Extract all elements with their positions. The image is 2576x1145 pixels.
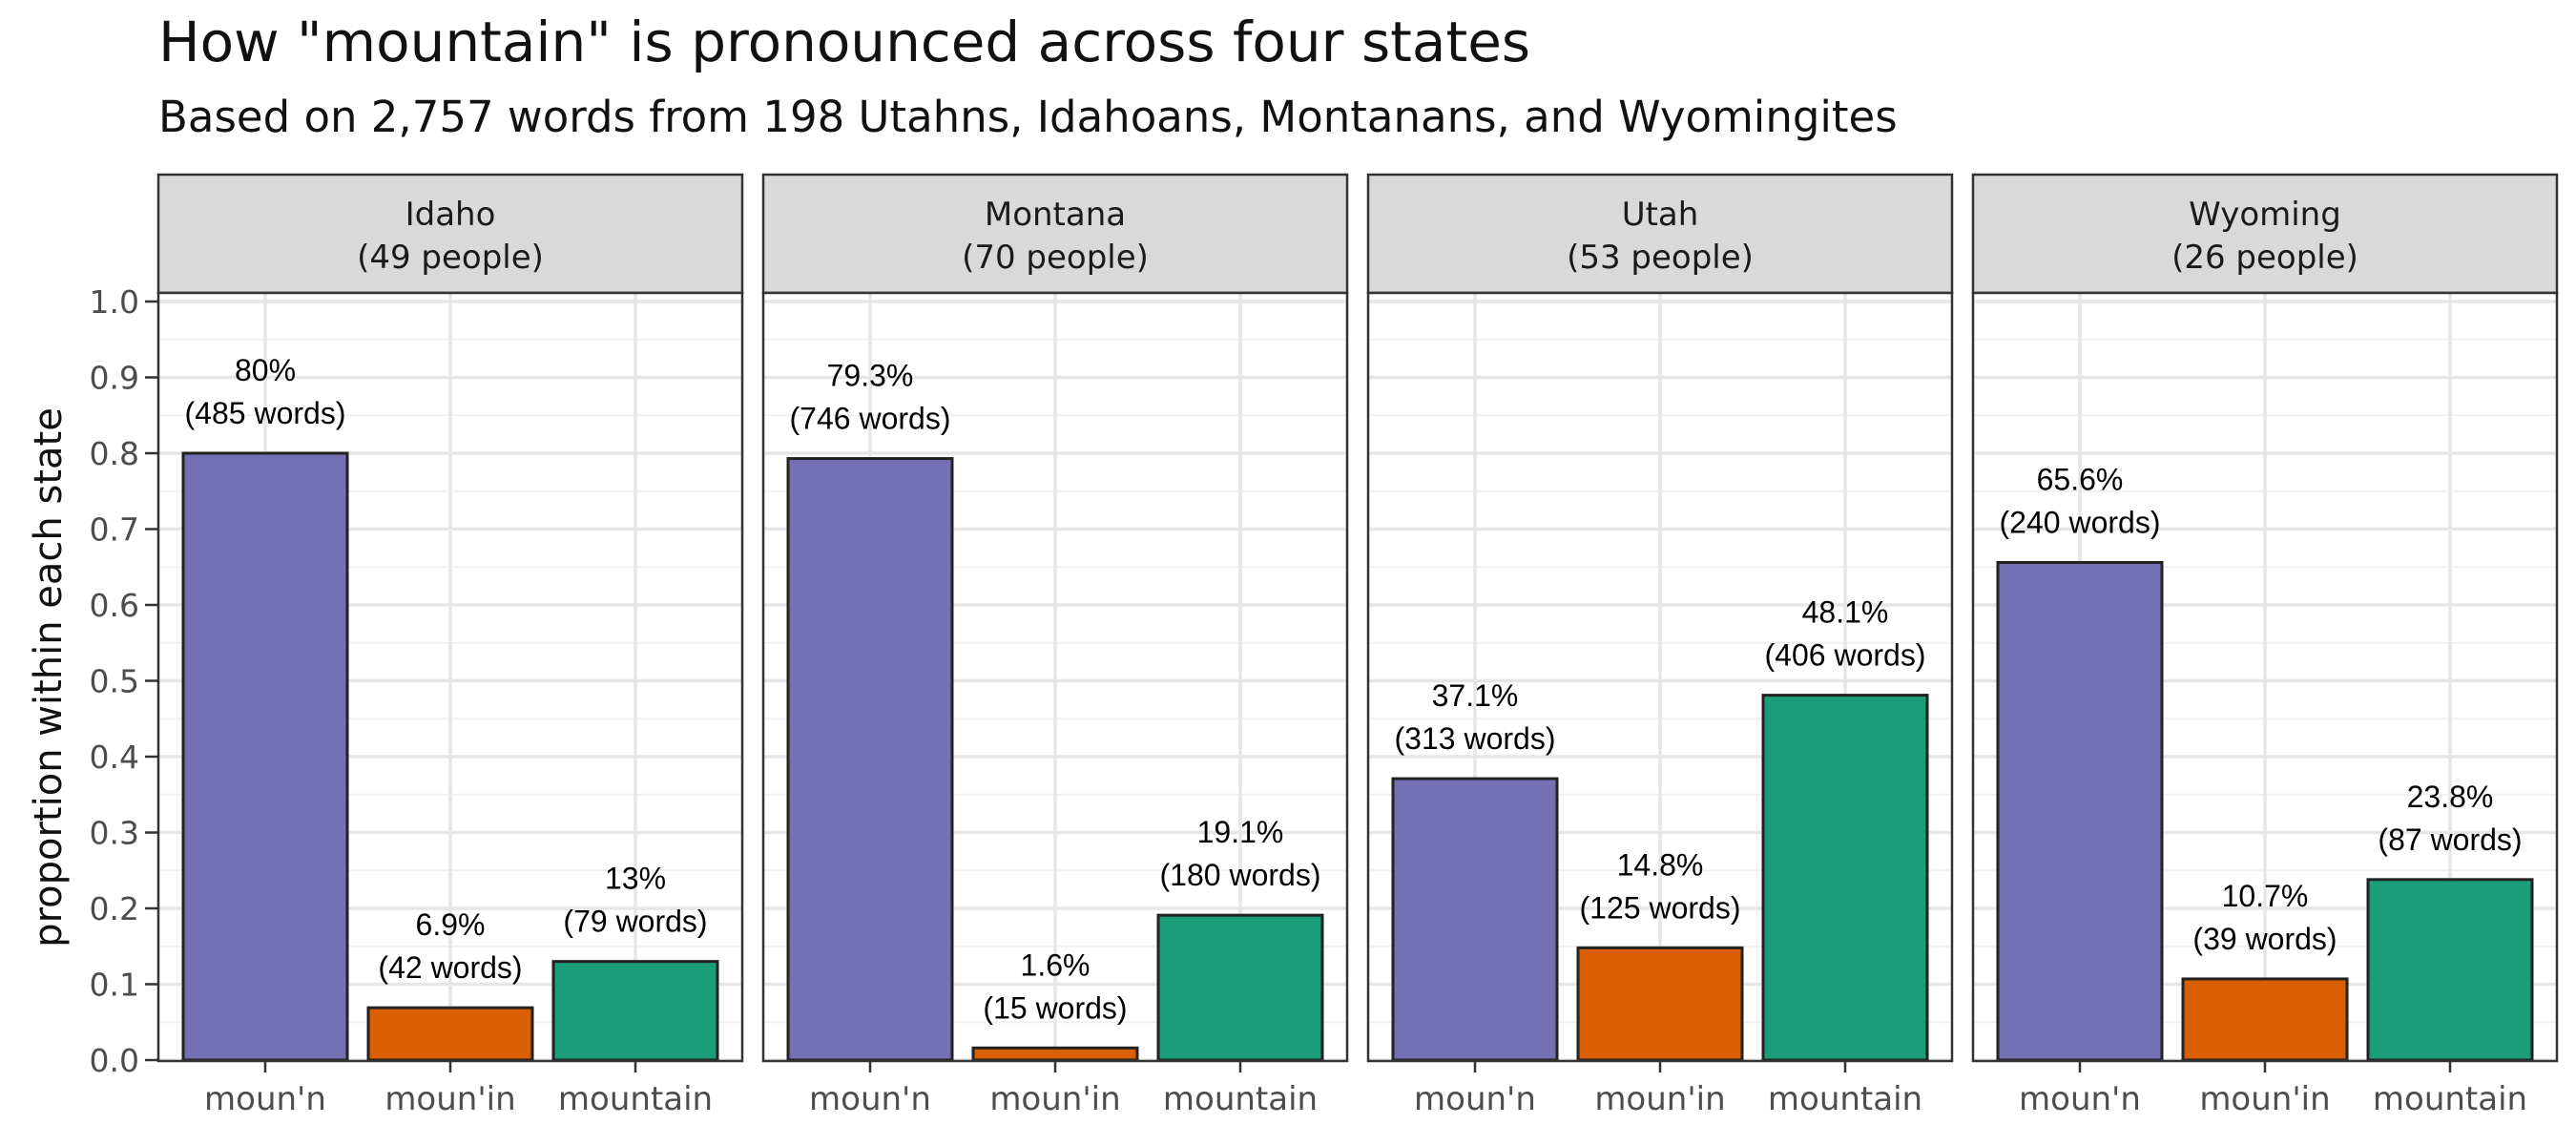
facet-strip — [156, 173, 744, 295]
facet-title: Montana — [985, 196, 1126, 234]
x-tick-label: moun'in — [384, 1080, 515, 1118]
bar — [1576, 946, 1744, 1062]
x-tick-label: moun'n — [2019, 1080, 2141, 1118]
bar-count-label: (79 words) — [563, 905, 707, 939]
panel-border — [1366, 291, 1954, 1063]
y-tick-label: 0.2 — [90, 890, 139, 927]
bar-count-label: (15 words) — [983, 990, 1127, 1025]
bar-percent-label: 1.6% — [1021, 947, 1091, 982]
bar — [551, 960, 719, 1062]
bar — [1996, 560, 2164, 1062]
bar-percent-label: 48.1% — [1802, 595, 1889, 630]
x-tick-label: moun'in — [1594, 1080, 1725, 1118]
bar-percent-label: 19.1% — [1197, 815, 1284, 849]
chart-subtitle: Based on 2,757 words from 198 Utahns, Id… — [158, 92, 1898, 142]
x-tick-label: mountain — [2373, 1080, 2527, 1118]
bar — [971, 1046, 1139, 1062]
bar-count-label: (42 words) — [378, 950, 522, 985]
bar-count-label: (406 words) — [1765, 638, 1926, 673]
bar-count-label: (87 words) — [2378, 822, 2522, 857]
facet-strip — [1971, 173, 2559, 295]
bar-percent-label: 6.9% — [416, 907, 486, 942]
bar-count-label: (39 words) — [2192, 922, 2337, 956]
bar-count-label: (240 words) — [2000, 505, 2161, 539]
bar-percent-label: 37.1% — [1432, 678, 1519, 713]
bar-percent-label: 80% — [235, 353, 296, 387]
bar — [2366, 878, 2534, 1062]
x-tick-label: moun'n — [809, 1080, 931, 1118]
facet-subtitle: (70 people) — [962, 239, 1149, 277]
x-tick-label: moun'in — [2199, 1080, 2330, 1118]
bar-percent-label: 14.8% — [1617, 847, 1704, 882]
y-tick-label: 1.0 — [90, 283, 139, 321]
y-tick-label: 0.3 — [90, 815, 139, 852]
chart-title: How "mountain" is pronounced across four… — [158, 10, 1531, 74]
y-tick-label: 0.1 — [90, 967, 139, 1004]
y-tick-label: 0.6 — [90, 587, 139, 624]
facet-strip — [761, 173, 1349, 295]
panel-border — [156, 291, 744, 1063]
y-tick-label: 0.4 — [90, 739, 139, 776]
y-tick-label: 0.5 — [90, 663, 139, 700]
facet-subtitle: (49 people) — [357, 239, 544, 277]
bar-count-label: (125 words) — [1580, 890, 1741, 925]
x-tick-label: mountain — [1163, 1080, 1318, 1118]
panel-border — [761, 291, 1349, 1063]
facet-subtitle: (26 people) — [2171, 239, 2358, 277]
bar-percent-label: 13% — [605, 862, 666, 896]
y-tick-label: 0.7 — [90, 511, 139, 549]
facet-title: Wyoming — [2189, 196, 2341, 234]
facet-title: Utah — [1622, 196, 1699, 234]
y-tick-label: 0.8 — [90, 435, 139, 472]
x-tick-label: moun'in — [989, 1080, 1120, 1118]
bar — [2181, 977, 2349, 1062]
bar-count-label: (485 words) — [185, 396, 346, 430]
bar-count-label: (746 words) — [790, 402, 951, 436]
bar-percent-label: 23.8% — [2407, 780, 2494, 814]
bar-count-label: (313 words) — [1395, 721, 1556, 756]
bar — [1761, 694, 1929, 1062]
y-axis-label: proportion within each state — [27, 407, 71, 947]
x-tick-label: moun'n — [204, 1080, 326, 1118]
x-tick-label: mountain — [1768, 1080, 1922, 1118]
facet-subtitle: (53 people) — [1567, 239, 1754, 277]
facet-title: Idaho — [405, 196, 496, 234]
facet-strip — [1366, 173, 1954, 295]
y-tick-label: 0.0 — [90, 1042, 139, 1079]
bar-percent-label: 65.6% — [2037, 462, 2124, 496]
bar — [1391, 777, 1559, 1062]
bar — [786, 457, 954, 1062]
bar — [1156, 913, 1324, 1062]
bar-count-label: (180 words) — [1160, 858, 1321, 892]
bar — [181, 451, 349, 1062]
bar-percent-label: 10.7% — [2222, 879, 2309, 913]
y-tick-label: 0.9 — [90, 360, 139, 397]
bar — [366, 1006, 534, 1062]
x-tick-label: mountain — [558, 1080, 713, 1118]
bar-percent-label: 79.3% — [827, 359, 914, 393]
panel-border — [1971, 291, 2559, 1063]
x-tick-label: moun'n — [1414, 1080, 1536, 1118]
